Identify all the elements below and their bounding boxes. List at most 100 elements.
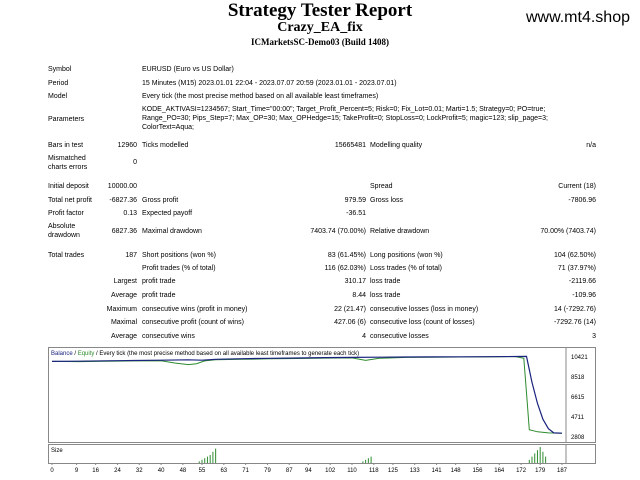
x-tick-label: 71 xyxy=(242,468,249,473)
trades-label: Total trades xyxy=(48,252,85,259)
x-tick-label: 79 xyxy=(264,468,271,473)
y-tick-label: 4711 xyxy=(571,415,585,421)
profit-trades-value: 116 (62.03%) xyxy=(324,265,366,272)
mismatch-label-2: charts errors xyxy=(48,164,88,171)
parameters-label: Parameters xyxy=(48,116,85,123)
size-label: Size xyxy=(51,448,63,454)
quality-value: n/a xyxy=(586,142,596,149)
x-tick-label: 148 xyxy=(451,468,462,473)
x-tick-label: 63 xyxy=(220,468,227,473)
payoff-value: -36.51 xyxy=(346,210,366,217)
loss-trades-value: 71 (37.97%) xyxy=(557,265,596,272)
absdd-label-2: drawdown xyxy=(48,232,80,239)
maximal-label: Maximal xyxy=(110,319,137,326)
maximal-profit-label: consecutive profit (count of wins) xyxy=(142,319,244,326)
short-label: Short positions (won %) xyxy=(142,252,216,259)
y-tick-label: 8518 xyxy=(571,375,585,381)
legend-separator: / xyxy=(73,351,78,357)
x-tick-label: 118 xyxy=(369,468,379,473)
main-plot-frame xyxy=(48,347,596,443)
largest-loss-label: loss trade xyxy=(370,278,401,285)
size-bars xyxy=(198,447,547,463)
server-build: ICMarketsSC-Demo03 (Build 1408) xyxy=(251,37,389,47)
x-tick-label: 141 xyxy=(432,468,443,473)
x-tick-label: 0 xyxy=(50,468,54,473)
payoff-label: Expected payoff xyxy=(142,210,193,217)
size-plot-frame xyxy=(48,444,596,464)
avg-losses-label: consecutive losses xyxy=(370,333,429,340)
y-tick-labels: 10421 8518 6615 4711 2808 xyxy=(571,355,588,441)
maximal-profit-value: 427.06 (6) xyxy=(334,319,366,326)
grossprofit-value: 979.59 xyxy=(344,197,366,204)
x-tick-label: 125 xyxy=(388,468,399,473)
grossloss-label: Gross loss xyxy=(370,197,404,204)
y-tick-label: 2808 xyxy=(571,435,585,441)
netprofit-label: Total net profit xyxy=(48,197,92,204)
bars-label: Bars in test xyxy=(48,142,84,149)
bars-value: 12960 xyxy=(117,142,137,149)
long-value: 104 (62.50%) xyxy=(553,252,596,259)
watermark: www.mt4.shop xyxy=(525,9,630,26)
balance-line xyxy=(51,355,563,434)
legend-balance: Balance xyxy=(51,351,73,357)
largest-loss-value: -2119.66 xyxy=(568,278,596,285)
report-title: Strategy Tester Report xyxy=(227,0,413,21)
average-loss-label: loss trade xyxy=(370,292,401,299)
reldd-value: 70.00% (7403.74) xyxy=(540,228,596,235)
short-value: 83 (61.45%) xyxy=(327,252,366,259)
absdd-value: 6827.36 xyxy=(111,228,137,235)
x-tick-label: 32 xyxy=(136,468,143,473)
pf-label: Profit factor xyxy=(48,210,84,217)
avg-wins-value: 4 xyxy=(362,333,366,340)
netprofit-value: -6827.36 xyxy=(109,197,137,204)
mismatch-label-1: Mismatched xyxy=(48,155,86,162)
x-tick-labels: 0 9 16 24 32 40 48 55 63 71 79 87 94 102 110 118 125 133 1… xyxy=(50,468,567,473)
profit-trades-label: Profit trades (% of total) xyxy=(142,265,216,272)
parameters-line-1: KODE_AKTIVASI=1234567; Start_Time="00:00… xyxy=(142,106,546,113)
legend-equity: Equity xyxy=(78,351,95,357)
x-tick-label: 164 xyxy=(494,468,505,473)
maximum-label: Maximum xyxy=(106,306,137,313)
x-tick-label: 110 xyxy=(347,468,357,473)
average-profit-value: 8.44 xyxy=(352,292,366,299)
absdd-label-1: Absolute xyxy=(48,223,76,230)
period-value: 15 Minutes (M15) 2023.01.01 22:04 - 2023… xyxy=(142,80,397,87)
y-tick-label: 6615 xyxy=(571,395,585,401)
legend-description: / Every tick (the most precise method ba… xyxy=(94,351,359,357)
deposit-value: 10000.00 xyxy=(107,183,137,190)
symbol-value: EURUSD (Euro vs US Dollar) xyxy=(142,66,234,73)
quality-label: Modelling quality xyxy=(370,142,423,149)
ticks-value: 15665481 xyxy=(334,142,366,149)
avg-losses-value: 3 xyxy=(592,333,596,340)
max-wins-label: consecutive wins (profit in money) xyxy=(142,306,248,313)
parameters-line-2: Range_PO=30; Pips_Step=7; Max_OP=30; Max… xyxy=(142,115,548,122)
x-tick-label: 87 xyxy=(286,468,293,473)
x-tick-label: 55 xyxy=(199,468,206,473)
x-tick-label: 179 xyxy=(535,468,546,473)
largest-profit-label: profit trade xyxy=(142,278,176,285)
model-value: Every tick (the most precise method base… xyxy=(142,93,379,100)
average-label: Average xyxy=(111,292,137,299)
x-tick-label: 16 xyxy=(92,468,99,473)
mismatch-value: 0 xyxy=(133,159,137,166)
x-tick-label: 94 xyxy=(305,468,312,473)
reldd-label: Relative drawdown xyxy=(370,228,430,235)
grossloss-value: -7806.96 xyxy=(568,197,596,204)
spread-value: Current (18) xyxy=(558,183,596,190)
y-tick-label: 10421 xyxy=(571,355,588,361)
average2-label: Average xyxy=(111,333,137,340)
x-tick-label: 133 xyxy=(410,468,421,473)
maximal-loss-label: consecutive loss (count of losses) xyxy=(370,319,475,326)
x-tick-label: 48 xyxy=(180,468,187,473)
trades-value: 187 xyxy=(125,252,137,259)
maximal-loss-value: -7292.76 (14) xyxy=(553,319,596,326)
grossprofit-label: Gross profit xyxy=(142,197,179,204)
parameters-line-3: ColorText=Aqua; xyxy=(142,124,194,131)
x-tick-label: 102 xyxy=(325,468,336,473)
long-label: Long positions (won %) xyxy=(370,252,443,259)
x-tick-label: 40 xyxy=(158,468,165,473)
x-tick-label: 9 xyxy=(75,468,79,473)
max-losses-label: consecutive losses (loss in money) xyxy=(370,306,479,313)
largest-profit-value: 310.17 xyxy=(344,278,366,285)
x-tick-marks xyxy=(51,463,563,465)
